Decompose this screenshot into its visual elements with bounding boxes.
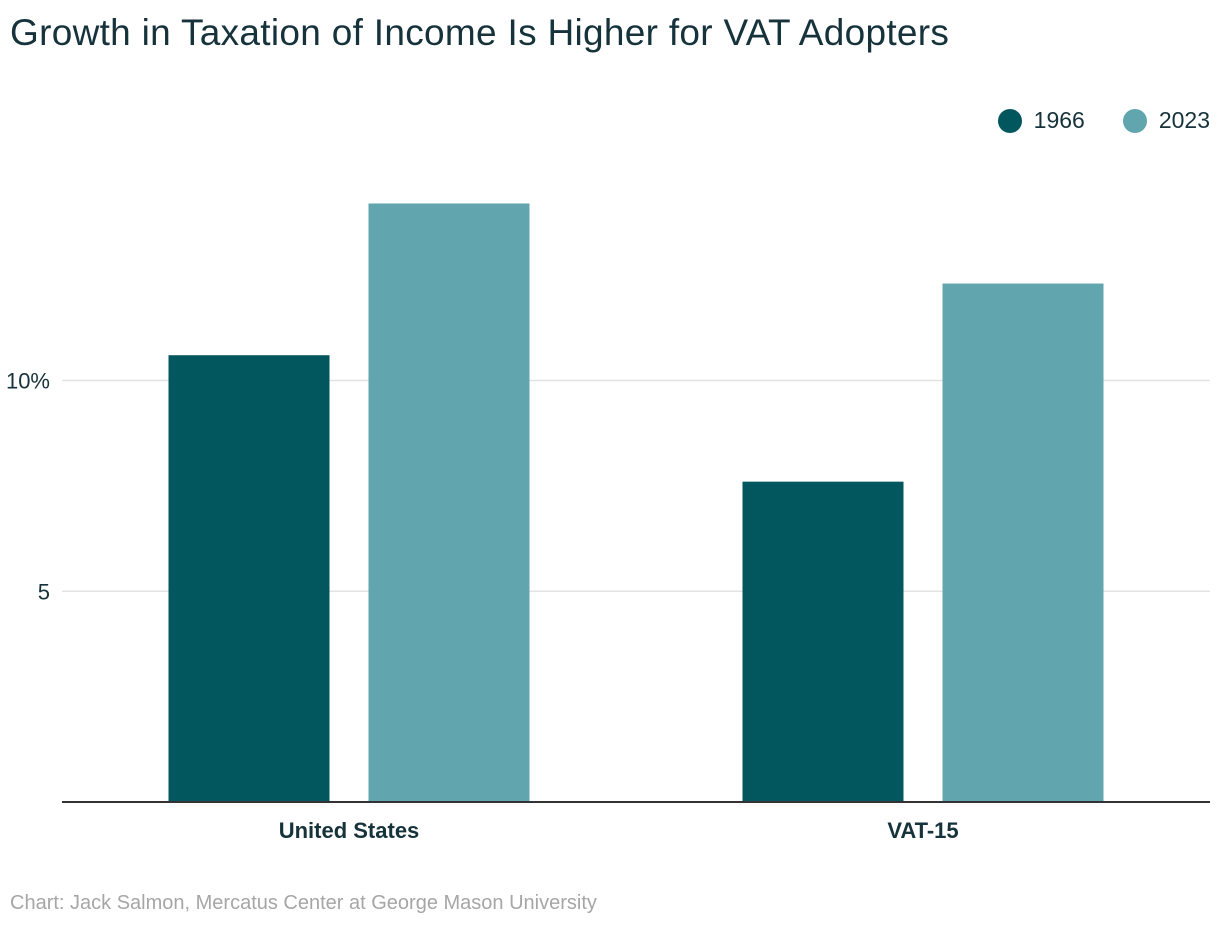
source-note: Chart: Jack Salmon, Mercatus Center at G… xyxy=(10,892,597,914)
legend-label-2023: 2023 xyxy=(1158,107,1210,133)
bar-2023-vat-15 xyxy=(942,283,1104,802)
x-tick-label: VAT-15 xyxy=(887,818,958,843)
legend-swatch-2023 xyxy=(1122,108,1147,133)
x-tick-label: United States xyxy=(279,818,420,843)
y-tick-label: 10% xyxy=(6,369,50,394)
bar-1966-united-states xyxy=(168,355,330,802)
legend: 1966 2023 xyxy=(997,107,1210,134)
legend-swatch-1966 xyxy=(997,108,1022,133)
bar-1966-vat-15 xyxy=(742,481,904,802)
bars xyxy=(168,203,1104,803)
legend-item-1966: 1966 xyxy=(997,107,1085,134)
chart-title: Growth in Taxation of Income Is Higher f… xyxy=(10,12,950,53)
axes: 5 10% United States VAT-15 xyxy=(6,369,1210,843)
bar-2023-united-states xyxy=(368,203,530,803)
legend-item-2023: 2023 xyxy=(1122,107,1210,134)
legend-label-1966: 1966 xyxy=(1033,107,1085,133)
y-tick-label: 5 xyxy=(38,579,50,604)
